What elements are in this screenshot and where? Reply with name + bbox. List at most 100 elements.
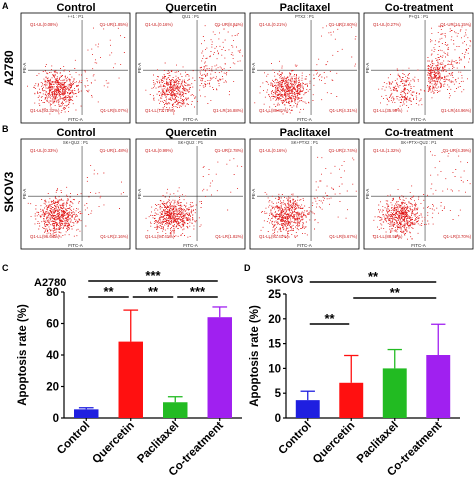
flow-x-axis-label: FITC-A	[183, 243, 198, 248]
x-tick-label: Control	[55, 420, 92, 457]
bar-co-treatment	[426, 355, 451, 418]
significance-label: **	[324, 311, 335, 326]
y-tick-label: 0	[275, 413, 281, 425]
row-a-title-quercetin: Quercetin	[165, 2, 217, 14]
x-tick-label: Quercetin	[311, 420, 357, 466]
quadrant-label-ul: Q1-UL(0.99%)	[145, 148, 173, 153]
flow-plot-frame	[363, 138, 474, 250]
quadrant-label-ul: Q1-UL(1.32%)	[373, 148, 401, 153]
bar-chart-skov3: SKOV3 0 5 10 15 20 25 Apoptosis rate (%) Control…	[249, 269, 460, 479]
quadrant-label-ul: Q1-UL(0.16%)	[259, 148, 287, 153]
flow-sample-header: SK+PTX+QU2 : P1	[401, 140, 438, 145]
quadrant-label-ll: Q1-LL(94.41%)	[145, 234, 175, 239]
quadrant-label-lr: Q1-LR(44.96%)	[441, 108, 472, 113]
quadrant-label-ll: Q1-LL(91.41%)	[259, 234, 289, 239]
y-axis-label: Apoptosis rate (%)	[17, 304, 29, 406]
flow-y-axis-label: PE-A	[251, 189, 256, 200]
flow-events	[378, 25, 472, 112]
x-tick-label: Paclitaxel	[355, 420, 401, 466]
flow-events	[27, 164, 124, 238]
bar-quercetin	[118, 341, 143, 418]
significance-label: **	[103, 284, 114, 299]
significance-label: **	[390, 285, 401, 300]
y-tick-label: 20	[268, 314, 281, 326]
flow-plot-r1-c2: SK+PTX2 : P1 Q1-UL(0.16%) Q1-UR(2.74%) Q1-L…	[249, 138, 360, 250]
y-tick-label: 40	[46, 350, 59, 362]
flow-y-axis-label: PE-A	[22, 63, 27, 74]
bar-quercetin	[339, 382, 364, 418]
bar-control	[295, 400, 320, 418]
bar-paclitaxel	[382, 368, 407, 418]
quadrant-label-ur: Q1-UR(1.85%)	[100, 22, 129, 27]
quadrant-label-ur: Q1-UR(4.39%)	[443, 148, 472, 153]
quadrant-label-lr: Q1-LR(4.31%)	[329, 108, 357, 113]
y-tick-label: 25	[268, 289, 281, 301]
quadrant-label-ul: Q1-UL(0.21%)	[259, 22, 287, 27]
row-b-title-control: Control	[56, 127, 95, 139]
y-tick-label: 15	[268, 339, 281, 351]
quadrant-label-lr: Q1-LR(5.67%)	[329, 234, 357, 239]
flow-events	[254, 25, 357, 115]
quadrant-label-lr: Q1-LR(16.88%)	[213, 108, 244, 113]
quadrant-label-lr: Q1-LR(3.70%)	[443, 234, 471, 239]
flow-x-axis-label: FITC-A	[297, 243, 312, 248]
x-tick-label: Quercetin	[90, 420, 136, 466]
quadrant-label-ul: Q1-UL(0.33%)	[30, 148, 58, 153]
y-tick-label: 80	[46, 287, 59, 299]
quadrant-label-lr: Q1-LR(5.07%)	[100, 108, 128, 113]
chart-title: A2780	[34, 277, 66, 289]
row-b-title-co-treatment: Co-treatment	[385, 127, 454, 139]
quadrant-label-ll: Q1-LL(89.81%)	[259, 108, 289, 113]
flow-sample-header: SK+QU2 : P1	[178, 140, 204, 145]
row-b-title-quercetin: Quercetin	[165, 127, 217, 139]
flow-sample-header: ++1 : P1	[68, 14, 85, 19]
bar-chart-a2780: A2780 0 20 40 60 80 Apoptosis rate (%) ControlQ…	[17, 268, 242, 479]
flow-y-axis-label: PE-A	[251, 63, 256, 74]
row-label-skov3: SKOV3	[2, 171, 16, 212]
flow-sample-header: P+Q1 : P1	[409, 14, 429, 19]
flow-cytometry-plots: ++1 : P1 Q1-UL(0.08%) Q1-UR(1.85%) Q1-LL(93…	[20, 12, 474, 250]
flow-sample-header: PTX2 : P1	[295, 14, 315, 19]
flow-events	[145, 25, 243, 115]
quadrant-label-ll: Q1-LL(96.64%)	[30, 234, 60, 239]
flow-plot-r0-c1: QU1 : P1 Q1-UL(0.16%) Q1-UR(8.84%) Q1-LL(73…	[135, 12, 246, 124]
flow-plot-r0-c2: PTX2 : P1 Q1-UL(0.21%) Q1-UR(2.60%) Q1-LL(8…	[249, 12, 360, 124]
flow-events	[27, 27, 126, 115]
quadrant-label-ul: Q1-UL(0.16%)	[145, 22, 173, 27]
flow-plot-frame	[135, 12, 246, 124]
flow-x-axis-label: FITC-A	[411, 243, 426, 248]
quadrant-label-ll: Q1-LL(73.72%)	[145, 108, 175, 113]
row-label-a2780: A2780	[2, 50, 16, 86]
flow-plot-frame	[135, 138, 246, 250]
flow-plot-frame	[20, 138, 131, 250]
row-a-title-paclitaxel: Paclitaxel	[280, 2, 331, 14]
flow-plot-r1-c0: SK+QU2 : P1 Q1-UL(0.33%) Q1-UR(1.48%) Q1-LL…	[20, 138, 131, 250]
flow-y-axis-label: PE-A	[365, 63, 370, 74]
quadrant-label-lr: Q1-LR(2.16%)	[100, 234, 128, 239]
quadrant-label-ur: Q1-UR(2.60%)	[329, 22, 358, 27]
quadrant-label-ur: Q1-UR(14.15%)	[440, 22, 471, 27]
significance-label: ***	[190, 284, 206, 299]
quadrant-label-ul: Q1-UL(0.27%)	[373, 22, 401, 27]
quadrant-label-lr: Q1-LR(1.82%)	[215, 234, 243, 239]
quadrant-label-ur: Q1-UR(2.74%)	[329, 148, 358, 153]
significance-label: **	[368, 269, 379, 284]
flow-x-axis-label: FITC-A	[297, 117, 312, 122]
flow-y-axis-label: PE-A	[22, 189, 27, 200]
flow-x-axis-label: FITC-A	[68, 117, 83, 122]
quadrant-label-ur: Q1-UR(1.48%)	[100, 148, 129, 153]
flow-plot-frame	[249, 12, 360, 124]
panel-letter-a: A	[2, 1, 9, 11]
panel-letter-d: D	[244, 263, 251, 273]
bar-paclitaxel	[163, 402, 188, 418]
x-tick-label: Control	[276, 420, 313, 457]
row-a-title-co-treatment: Co-treatment	[385, 2, 454, 14]
row-a-title-control: Control	[56, 2, 95, 14]
flow-events	[260, 156, 357, 239]
flow-events	[372, 151, 471, 240]
flow-plot-frame	[249, 138, 360, 250]
y-tick-label: 5	[275, 388, 282, 400]
flow-plot-r1-c1: SK+QU2 : P1 Q1-UL(0.99%) Q1-UR(2.78%) Q1-LL…	[135, 138, 246, 250]
